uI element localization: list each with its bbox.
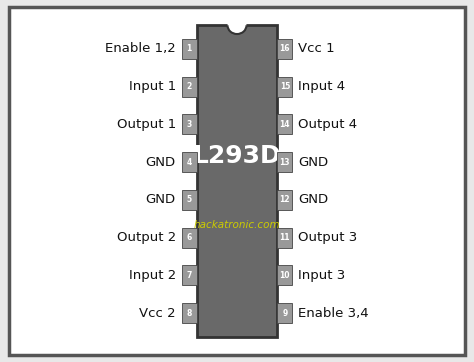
Bar (182, 114, 197, 134)
Bar (182, 190, 197, 210)
Text: Enable 1,2: Enable 1,2 (105, 42, 176, 55)
Bar (182, 265, 197, 285)
Text: 5: 5 (187, 195, 191, 205)
Bar (182, 228, 197, 248)
Text: Input 2: Input 2 (128, 269, 176, 282)
Text: GND: GND (146, 156, 176, 169)
Bar (277, 152, 292, 172)
Text: Output 3: Output 3 (298, 231, 357, 244)
Text: 15: 15 (280, 82, 290, 91)
Text: 8: 8 (186, 309, 192, 317)
Text: 16: 16 (280, 45, 290, 53)
Text: L293D: L293D (193, 144, 281, 168)
Bar (182, 303, 197, 323)
Bar (277, 114, 292, 134)
Text: Output 4: Output 4 (298, 118, 357, 131)
Bar (277, 303, 292, 323)
Text: Input 4: Input 4 (298, 80, 345, 93)
Bar (277, 77, 292, 97)
Text: 4: 4 (186, 157, 192, 167)
Bar (277, 39, 292, 59)
Text: 2: 2 (186, 82, 192, 91)
Text: 7: 7 (186, 271, 192, 280)
Bar (182, 152, 197, 172)
Text: GND: GND (146, 193, 176, 206)
Text: 3: 3 (186, 120, 192, 129)
Text: 12: 12 (280, 195, 290, 205)
Bar (197, 25, 277, 337)
Bar (277, 190, 292, 210)
Text: 1: 1 (186, 45, 192, 53)
Bar (182, 39, 197, 59)
Ellipse shape (228, 17, 246, 34)
Text: GND: GND (298, 193, 328, 206)
Text: Vcc 1: Vcc 1 (298, 42, 335, 55)
Text: Vcc 2: Vcc 2 (139, 307, 176, 320)
Text: 13: 13 (280, 157, 290, 167)
Text: 9: 9 (282, 309, 288, 317)
Text: Enable 3,4: Enable 3,4 (298, 307, 369, 320)
Text: 14: 14 (280, 120, 290, 129)
Text: 6: 6 (186, 233, 192, 242)
Bar (277, 265, 292, 285)
Bar (277, 228, 292, 248)
Text: GND: GND (298, 156, 328, 169)
Text: Output 2: Output 2 (117, 231, 176, 244)
Bar (182, 77, 197, 97)
Text: hackatronic.com: hackatronic.com (194, 220, 280, 230)
Text: 10: 10 (280, 271, 290, 280)
Text: Output 1: Output 1 (117, 118, 176, 131)
Text: Input 1: Input 1 (128, 80, 176, 93)
Text: Input 3: Input 3 (298, 269, 346, 282)
Text: 11: 11 (280, 233, 290, 242)
